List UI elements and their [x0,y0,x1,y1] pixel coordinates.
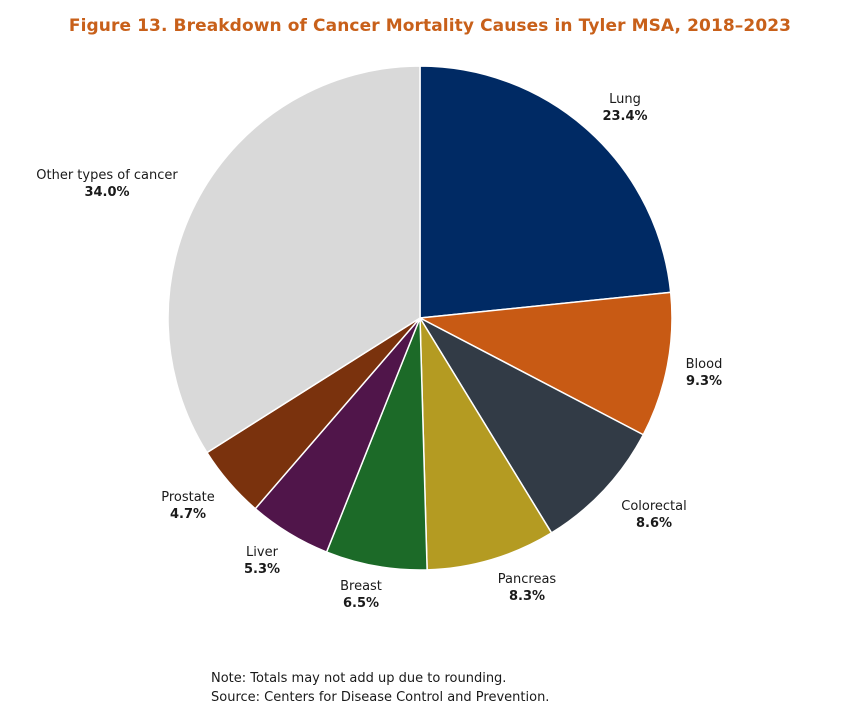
pie-slice-blood [417,291,673,436]
slice-label: Liver [246,545,279,560]
chart-title: Figure 13. Breakdown of Cancer Mortality… [68,16,792,36]
pie-slice-other-types-of-cancer [167,65,421,454]
slice-value-label: 8.6% [636,516,672,531]
slice-label: Pancreas [498,572,557,587]
slice-label: Prostate [161,490,215,505]
slice-value-label: 34.0% [84,185,129,200]
slice-value-label: 9.3% [686,374,722,389]
slice-value-label: 23.4% [602,109,647,124]
slice-label: Other types of cancer [36,168,178,183]
slice-value-label: 6.5% [343,596,379,611]
slice-label: Breast [340,579,382,594]
slice-label: Lung [609,92,641,107]
note-text: Note: Totals may not add up due to round… [211,671,507,686]
pie-slice-pancreas [419,315,553,571]
slice-label: Blood [686,357,723,372]
footnotes: Note: Totals may not add up due to round… [211,669,549,707]
slice-label: Colorectal [621,499,686,514]
slice-value-label: 5.3% [244,562,280,577]
pie-slice-lung [419,65,672,319]
slice-value-label: 4.7% [170,507,206,522]
slice-value-label: 8.3% [509,589,545,604]
pie-slice-colorectal [417,316,645,534]
source-text: Source: Centers for Disease Control and … [211,690,550,705]
